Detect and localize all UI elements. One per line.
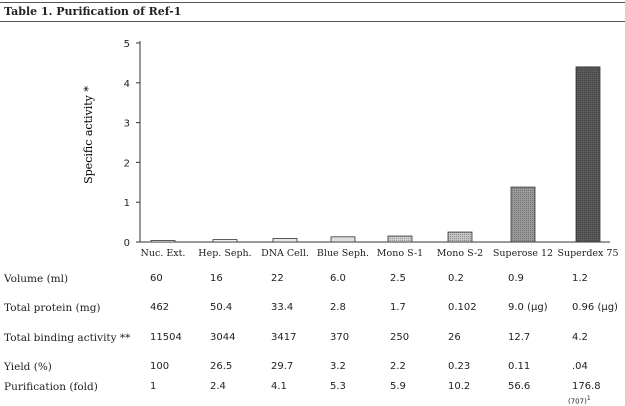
table-cell: 176.8: [572, 381, 601, 392]
footnote-value: (707): [568, 397, 587, 406]
table-cell: 60: [150, 273, 163, 284]
table-cell: 11504: [150, 332, 182, 343]
chart-axes: 0 1 2 3 4 5: [124, 39, 610, 249]
table-cell: 4.2: [572, 332, 588, 343]
row-label: Total protein (mg): [4, 302, 101, 314]
table-row: Yield (%) 100 26.5 29.7 3.2 2.2 0.23 0.11 .04: [0, 361, 625, 377]
table-cell: 33.4: [271, 302, 294, 313]
y-tick-label: 5: [124, 39, 130, 50]
table-cell: 26: [448, 332, 461, 343]
table-cell: 29.7: [271, 361, 294, 372]
row-label: Purification (fold): [4, 381, 98, 393]
table-cell: 3044: [210, 332, 236, 343]
table-cell: 0.9: [508, 273, 524, 284]
y-tick-label: 4: [124, 79, 130, 90]
purification-footnote: (707)1: [568, 395, 591, 405]
bar-texture: [448, 232, 472, 242]
category-label: Nuc. Ext.: [141, 248, 186, 259]
category-label: Mono S-1: [377, 248, 423, 259]
footnote-marker: 1: [586, 395, 591, 402]
table-row: Volume (ml) 60 16 22 6.0 2.5 0.2 0.9 1.2: [0, 273, 625, 289]
bar: [272, 238, 298, 243]
table-cell: 9.0 (µg): [508, 302, 548, 313]
category-label: DNA Cell.: [261, 248, 309, 259]
table-row: Purification (fold) 1 2.4 4.1 5.3 5.9 10.2 56.6…: [0, 381, 625, 397]
table-cell: 100: [150, 361, 170, 372]
y-tick-label: 1: [124, 198, 130, 209]
table-cell: 370: [330, 332, 350, 343]
table-cell: 22: [271, 273, 284, 284]
table-cell: 3417: [271, 332, 297, 343]
bar: [330, 236, 356, 243]
table-cell: 1.2: [572, 273, 588, 284]
table-title: Table 1. Purification of Ref-1: [4, 5, 182, 18]
table-cell: 10.2: [448, 381, 471, 392]
table-cell: 50.4: [210, 302, 233, 313]
bar: [212, 239, 238, 243]
table-cell: 462: [150, 302, 170, 313]
table-cell: 5.9: [390, 381, 406, 392]
bar: [150, 240, 176, 243]
chart-labels: Nuc. Ext. Hep. Seph. DNA Cell. Blue Seph. Mo…: [141, 248, 619, 259]
table-cell: 0.23: [448, 361, 471, 372]
table-cell: 16: [210, 273, 223, 284]
row-label: Yield (%): [4, 361, 52, 373]
y-tick-label: 3: [124, 119, 130, 130]
chart-bars: [150, 66, 601, 243]
top-rule: [0, 2, 625, 3]
category-label: Superose 12: [493, 248, 553, 259]
row-label: Volume (ml): [4, 273, 69, 285]
table-cell: 3.2: [330, 361, 346, 372]
table-cell: 1: [150, 381, 157, 392]
bar-texture: [388, 236, 412, 242]
table-cell: 6.0: [330, 273, 346, 284]
table-cell: 1.7: [390, 302, 406, 313]
table-cell: 2.8: [330, 302, 346, 313]
table-cell: 0.11: [508, 361, 531, 372]
table-cell: 250: [390, 332, 410, 343]
category-label: Hep. Seph.: [198, 248, 251, 259]
table-cell: 2.4: [210, 381, 226, 392]
y-tick-label: 2: [124, 158, 130, 169]
table-row: Total binding activity ** 11504 3044 3417 37…: [0, 332, 625, 348]
table-cell: 2.5: [390, 273, 406, 284]
table-cell: .04: [572, 361, 588, 372]
category-label: Blue Seph.: [317, 248, 369, 259]
table-cell: 26.5: [210, 361, 233, 372]
table-cell: 0.2: [448, 273, 464, 284]
table-cell: 4.1: [271, 381, 287, 392]
row-label: Total binding activity **: [4, 332, 131, 344]
table-cell: 5.3: [330, 381, 346, 392]
title-rule: [0, 21, 625, 22]
table-cell: 0.102: [448, 302, 477, 313]
category-label: Mono S-2: [437, 248, 483, 259]
bar-chart: 0 1 2 3 4 5 Nuc. Ext. Hep. Seph. DNA Cell. Blue …: [82, 39, 619, 259]
table-cell: 0.96 (µg): [572, 302, 618, 313]
bar-texture: [576, 66, 600, 242]
bar-texture: [511, 187, 535, 242]
y-tick-label: 0: [124, 238, 130, 249]
table-cell: 56.6: [508, 381, 531, 392]
category-label: Superdex 75: [557, 248, 618, 259]
table-cell: 12.7: [508, 332, 531, 343]
table-cell: 2.2: [390, 361, 406, 372]
table-row: Total protein (mg) 462 50.4 33.4 2.8 1.7 0.102…: [0, 302, 625, 318]
y-axis-label: Specific activity *: [82, 86, 95, 184]
